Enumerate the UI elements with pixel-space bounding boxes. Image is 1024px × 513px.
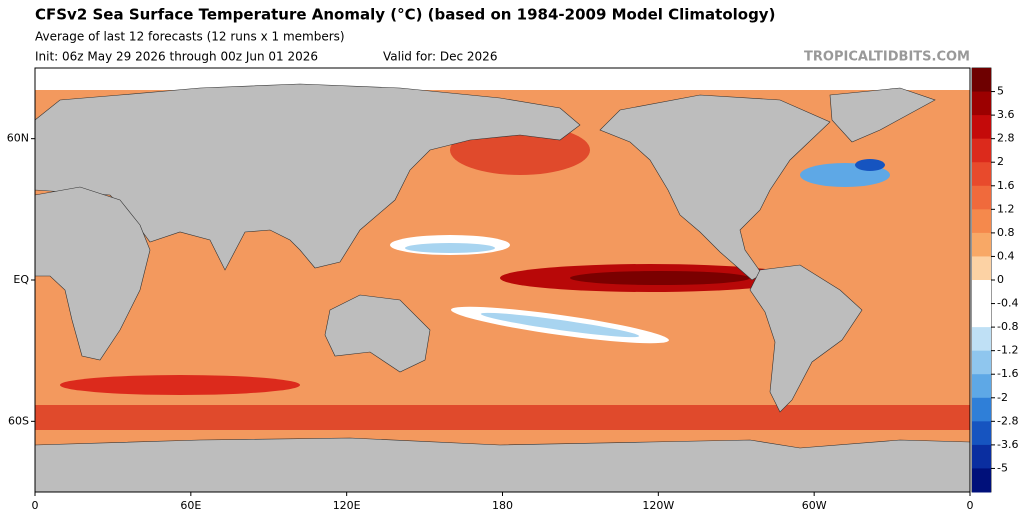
colorbar-label: -5 — [997, 461, 1008, 474]
colorbar-label: 2.8 — [997, 132, 1015, 145]
x-tick-label: 180 — [492, 499, 513, 512]
colorbar-segment — [972, 303, 991, 328]
x-tick-label: 120E — [333, 499, 361, 512]
colorbar-segment — [972, 68, 991, 93]
colorbar-label: 1.2 — [997, 202, 1015, 215]
colorbar-label: -0.4 — [997, 297, 1018, 310]
colorbar-label: -1.6 — [997, 367, 1018, 380]
colorbar-segment — [972, 232, 991, 257]
colorbar-label: -2 — [997, 391, 1008, 404]
x-tick-label: 0 — [32, 499, 39, 512]
colorbar-segment — [972, 138, 991, 163]
anomaly — [480, 312, 640, 338]
anomaly — [60, 375, 300, 395]
x-tick-label: 60E — [180, 499, 201, 512]
watermark: TROPICALTIDBITS.COM — [804, 50, 970, 65]
colorbar-label: 0.4 — [997, 249, 1015, 262]
map — [35, 68, 970, 492]
colorbar-segment — [972, 280, 991, 305]
colorbar-segment — [972, 209, 991, 234]
colorbar-segment — [972, 256, 991, 281]
anomaly — [570, 271, 750, 285]
colorbar-label: 3.6 — [997, 108, 1015, 121]
anomaly — [35, 405, 970, 430]
colorbar-label: 5 — [997, 85, 1004, 98]
colorbar-segment — [972, 91, 991, 116]
anomaly — [405, 243, 495, 253]
colorbar-label: 0.8 — [997, 226, 1015, 239]
colorbar-segment — [972, 397, 991, 422]
colorbar-segment — [972, 115, 991, 140]
colorbar-label: -2.8 — [997, 414, 1018, 427]
anomaly — [855, 159, 885, 171]
colorbar-segment — [972, 444, 991, 469]
colorbar-label: 1.6 — [997, 179, 1015, 192]
subtitle: Average of last 12 forecasts (12 runs x … — [35, 30, 345, 44]
y-tick-label: EQ — [13, 273, 29, 286]
colorbar-segment — [972, 421, 991, 446]
colorbar-label: -0.8 — [997, 320, 1018, 333]
y-tick-label: 60N — [7, 132, 29, 145]
colorbar-segment — [972, 162, 991, 187]
title: CFSv2 Sea Surface Temperature Anomaly (°… — [35, 6, 775, 24]
x-tick-label: 120W — [642, 499, 674, 512]
x-tick-label: 0 — [967, 499, 974, 512]
colorbar-label: 0 — [997, 273, 1004, 286]
colorbar-segment — [972, 374, 991, 399]
ice — [35, 68, 970, 90]
init-line: Init: 06z May 29 2026 through 00z Jun 01… — [35, 50, 318, 64]
colorbar-label: 2 — [997, 155, 1004, 168]
y-tick-label: 60S — [8, 414, 29, 427]
x-tick-label: 60W — [802, 499, 827, 512]
colorbar-label: -3.6 — [997, 438, 1018, 451]
colorbar-label: -1.2 — [997, 344, 1018, 357]
colorbar-segment — [972, 327, 991, 352]
colorbar-segment — [972, 468, 991, 493]
colorbar-segment — [972, 350, 991, 375]
valid-line: Valid for: Dec 2026 — [383, 50, 497, 64]
land — [35, 83, 970, 492]
colorbar-segment — [972, 185, 991, 210]
